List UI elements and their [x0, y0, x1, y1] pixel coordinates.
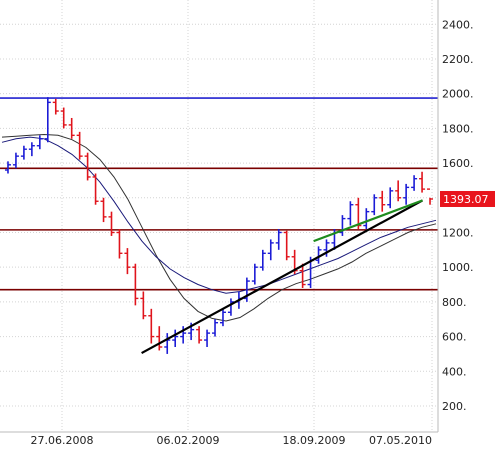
ohlc-bar — [219, 308, 226, 327]
ohlc-bar — [68, 117, 75, 139]
ohlc-bar — [52, 98, 59, 115]
ohlc-bar — [347, 201, 354, 226]
last-price-label: 1393.07 — [440, 190, 495, 207]
y-tick-label: 2200. — [442, 53, 474, 66]
ohlc-bar — [196, 326, 203, 344]
y-tick-label: 1200. — [442, 226, 474, 239]
ohlc-bar — [259, 249, 266, 271]
ohlc-bar — [371, 194, 378, 216]
ohlc-bar — [283, 230, 290, 261]
moving-average-line — [1, 136, 437, 294]
y-tick-label: 600. — [442, 331, 467, 344]
ohlc-bar — [116, 229, 123, 259]
ohlc-bar — [4, 161, 11, 174]
ohlc-bar — [363, 208, 370, 230]
moving-averages — [1, 133, 437, 322]
ohlc-bar — [212, 319, 219, 337]
y-axis-labels: 2400.2200.2000.1800.1600.1400.1200.1000.… — [442, 18, 474, 413]
y-tick-label: 1600. — [442, 157, 474, 170]
ohlc-bar — [92, 173, 99, 205]
ohlc-bar — [84, 152, 91, 181]
ohlc-bar — [339, 215, 346, 236]
ohlc-bar — [267, 239, 274, 261]
last-price-badge — [440, 190, 495, 207]
ohlc-bar — [323, 239, 330, 257]
ohlc-bar — [76, 131, 83, 160]
x-tick-label: 06.02.2009 — [157, 434, 220, 447]
ohlc-bar — [60, 107, 67, 129]
x-tick-label: 07.05.2010 — [369, 434, 432, 447]
plot-background — [0, 0, 438, 432]
ohlc-bar — [20, 145, 27, 160]
ohlc-bar — [180, 326, 187, 344]
moving-average-line — [1, 133, 437, 322]
ohlc-bar — [132, 263, 139, 306]
y-tick-label: 1000. — [442, 261, 474, 274]
ohlc-bar — [148, 308, 155, 344]
ohlc-bar — [403, 183, 410, 205]
ohlc-bar — [100, 197, 107, 223]
y-tick-label: 400. — [442, 365, 467, 378]
ohlc-bar — [108, 211, 115, 236]
ohlc-bar — [204, 329, 211, 347]
trend-line — [141, 199, 424, 355]
last-price-value: 1393.07 — [443, 193, 489, 206]
horizontal-levels — [0, 97, 438, 291]
price-bars — [4, 97, 434, 354]
y-tick-label: 800. — [442, 296, 467, 309]
x-axis-labels: 27.06.2008 06.02.2009 18.09.2009 07.05.2010 — [31, 434, 432, 447]
trend-lines — [141, 199, 424, 355]
ohlc-bar — [172, 329, 179, 347]
y-tick-label: 200. — [442, 400, 467, 413]
ohlc-bar — [36, 135, 43, 150]
ohlc-bar — [28, 142, 35, 157]
x-tick-label: 27.06.2008 — [31, 434, 94, 447]
ohlc-bar — [427, 188, 434, 205]
ohlc-bar — [299, 263, 306, 288]
ohlc-bar — [156, 326, 163, 351]
x-tick-label: 18.09.2009 — [283, 434, 346, 447]
ohlc-bar — [251, 263, 258, 285]
ohlc-bar — [387, 187, 394, 209]
ohlc-bar — [411, 175, 418, 191]
ohlc-bar — [419, 171, 426, 193]
ohlc-bar — [227, 298, 234, 316]
ohlc-bar — [44, 97, 51, 143]
y-tick-label: 2000. — [442, 88, 474, 101]
trend-line — [313, 199, 423, 243]
ohlc-bar — [379, 190, 386, 212]
ohlc-bar — [275, 229, 282, 250]
ohlc-bar — [140, 291, 147, 320]
ohlc-bar — [395, 180, 402, 202]
ohlc-bar — [124, 248, 131, 275]
y-tick-label: 2400. — [442, 18, 474, 31]
ohlc-bar — [12, 152, 19, 169]
y-tick-label: 1800. — [442, 122, 474, 135]
ohlc-bar — [315, 246, 322, 264]
grid-lines — [0, 0, 438, 432]
